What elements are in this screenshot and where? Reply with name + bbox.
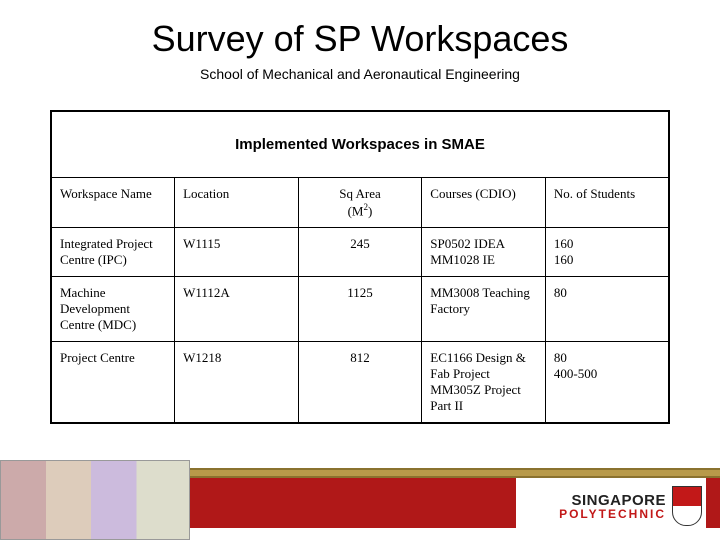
- cell-location: W1218: [175, 342, 299, 424]
- slide-subtitle: School of Mechanical and Aeronautical En…: [0, 66, 720, 82]
- cell-students-l2: 400-500: [554, 366, 597, 381]
- table-row: Machine Development Centre (MDC) W1112A …: [51, 277, 669, 342]
- table-caption-row: Implemented Workspaces in SMAE: [51, 111, 669, 178]
- cell-courses-l2: MM1028 IE: [430, 252, 495, 267]
- table-header-row: Workspace Name Location Sq Area (M2) Cou…: [51, 178, 669, 228]
- cell-students: 160 160: [545, 228, 669, 277]
- table-row: Project Centre W1218 812 EC1166 Design &…: [51, 342, 669, 424]
- cell-students-l1: 80: [554, 285, 567, 300]
- cell-students: 80 400-500: [545, 342, 669, 424]
- col-header-name: Workspace Name: [51, 178, 175, 228]
- cell-courses: SP0502 IDEA MM1028 IE: [422, 228, 546, 277]
- workspaces-table-wrap: Implemented Workspaces in SMAE Workspace…: [50, 110, 670, 424]
- cell-students-l1: 80: [554, 350, 567, 365]
- slide-title: Survey of SP Workspaces: [0, 0, 720, 60]
- sp-logo: SINGAPORE POLYTECHNIC: [516, 478, 706, 534]
- sp-crest-icon: [672, 486, 702, 526]
- sp-logo-text: SINGAPORE POLYTECHNIC: [559, 493, 666, 520]
- cell-name: Integrated Project Centre (IPC): [51, 228, 175, 277]
- cell-location: W1115: [175, 228, 299, 277]
- cell-courses: EC1166 Design & Fab Project MM305Z Proje…: [422, 342, 546, 424]
- area-label: Sq Area: [339, 186, 381, 201]
- col-header-students: No. of Students: [545, 178, 669, 228]
- area-unit-suffix: ): [368, 203, 372, 218]
- sp-logo-line1: SINGAPORE: [559, 493, 666, 508]
- area-unit-prefix: (M: [348, 203, 364, 218]
- cell-courses-l1: MM3008 Teaching Factory: [430, 285, 530, 316]
- cell-students-l1: 160: [554, 236, 574, 251]
- table-caption: Implemented Workspaces in SMAE: [51, 111, 669, 178]
- cell-courses-l2: MM305Z Project Part II: [430, 382, 521, 413]
- slide-footer: SINGAPORE POLYTECHNIC: [0, 468, 720, 540]
- workspaces-table: Implemented Workspaces in SMAE Workspace…: [50, 110, 670, 424]
- cell-location: W1112A: [175, 277, 299, 342]
- cell-name: Project Centre: [51, 342, 175, 424]
- cell-area: 1125: [298, 277, 422, 342]
- col-header-area: Sq Area (M2): [298, 178, 422, 228]
- footer-photo-strip: [0, 460, 190, 540]
- cell-students-l2: 160: [554, 252, 574, 267]
- cell-courses: MM3008 Teaching Factory: [422, 277, 546, 342]
- cell-name: Machine Development Centre (MDC): [51, 277, 175, 342]
- sp-logo-line2: POLYTECHNIC: [559, 508, 666, 520]
- cell-courses-l1: EC1166 Design & Fab Project: [430, 350, 526, 381]
- cell-courses-l1: SP0502 IDEA: [430, 236, 505, 251]
- col-header-location: Location: [175, 178, 299, 228]
- table-row: Integrated Project Centre (IPC) W1115 24…: [51, 228, 669, 277]
- cell-area: 812: [298, 342, 422, 424]
- col-header-courses: Courses (CDIO): [422, 178, 546, 228]
- cell-students: 80: [545, 277, 669, 342]
- cell-area: 245: [298, 228, 422, 277]
